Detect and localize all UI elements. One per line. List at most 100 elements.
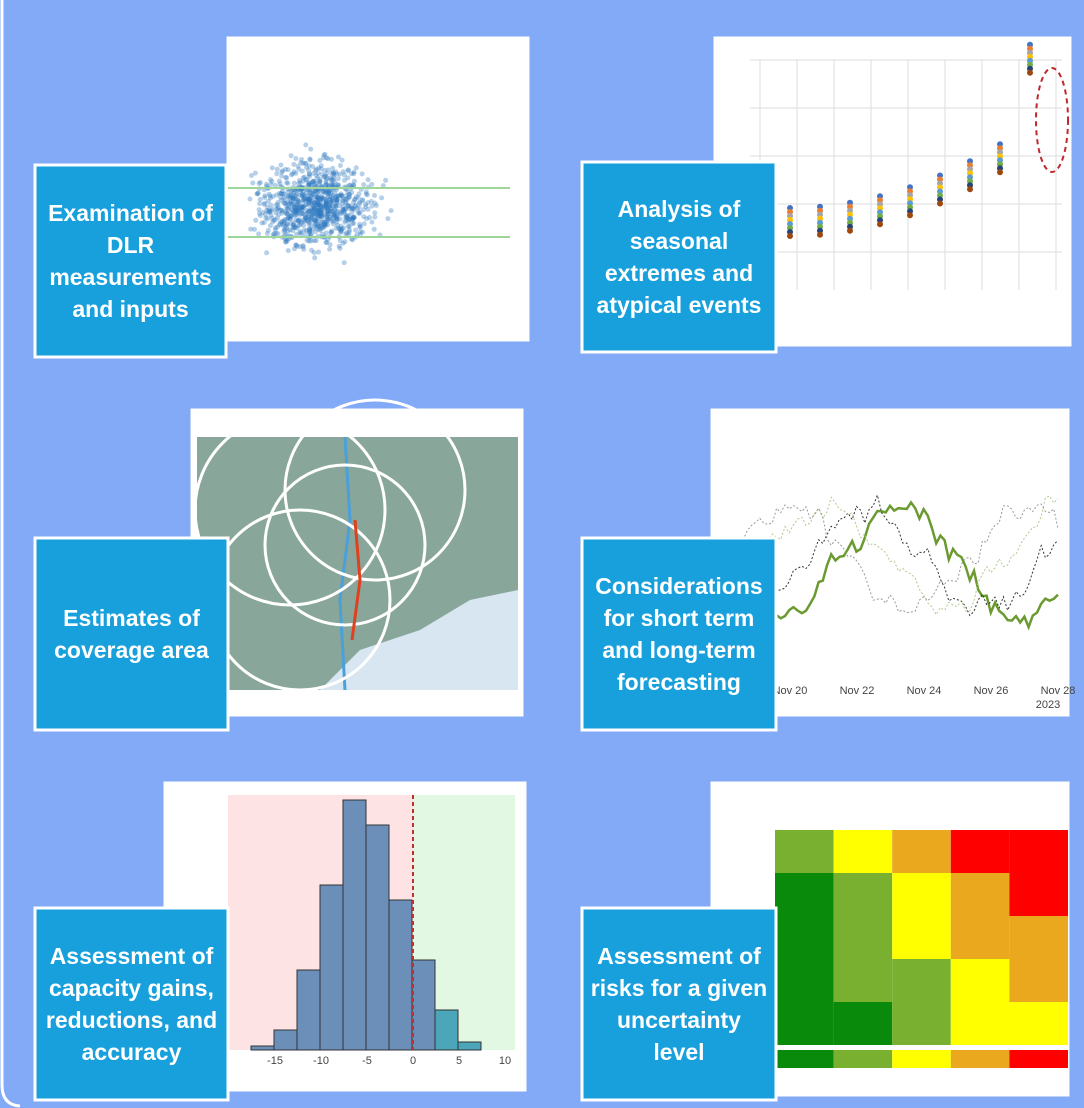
histogram-bar [251,1046,274,1050]
scatter-dot [283,167,288,172]
scatter-dot [326,191,331,196]
scatter-dot [329,229,334,234]
scatter-dot [342,260,347,265]
risk-cell [834,959,893,1002]
scatter-dot [291,223,296,228]
scatter-dot [339,193,344,198]
scatter-dot [307,172,312,177]
scatter-dot [288,217,293,222]
risk-scale [775,1050,834,1068]
scatter-dot [296,167,301,172]
caption-line: Examination of [48,200,213,226]
scatter-dot [372,193,377,198]
scatter-dot [314,173,319,178]
scatter-dot [297,222,302,227]
caption-line: capacity gains, [49,975,214,1001]
risk-cell [892,830,951,873]
scatter-dot [347,194,352,199]
scatter-dot [347,228,352,233]
scatter-dot [308,147,313,152]
scatter-dot [346,204,351,209]
scatter-dot [301,179,306,184]
risk-cell [775,830,834,873]
risk-cell [834,873,893,916]
scatter-dot [318,208,323,213]
scatter-dot [300,204,305,209]
scatter-dot [336,155,341,160]
histogram-bar [366,825,389,1050]
scatter-dot [338,228,343,233]
risk-cell [1009,830,1068,873]
scatter-dot [256,231,261,236]
scatter-dot [283,224,288,229]
scatter-dot [266,209,271,214]
scatter-dot [270,165,275,170]
seasonal-dot [877,221,883,227]
risk-cell [834,1002,893,1045]
x-tick-label: Nov 28 [1041,685,1076,697]
risk-cell [892,873,951,916]
scatter-dot [365,192,370,197]
caption-box [582,538,776,730]
risk-cell [951,959,1010,1002]
scatter-dot [366,177,371,182]
x-tick-label: -5 [362,1055,372,1067]
scatter-dot [293,156,298,161]
scatter-dot [275,215,280,220]
risk-cell [1009,873,1068,916]
scatter-dot [319,163,324,168]
risk-scale [892,1050,951,1068]
seasonal-dot [1027,70,1033,76]
caption-line: reductions, and [46,1007,217,1033]
x-tick-label: -10 [313,1055,329,1067]
scatter-dot [263,215,268,220]
scatter-dot [317,227,322,232]
scatter-dot [273,210,278,215]
scatter-dot [292,213,297,218]
scatter-dot [335,217,340,222]
caption-line: for short term [604,605,755,631]
histogram-bar [435,1010,458,1050]
risk-scale [1009,1050,1068,1068]
scatter-dot [302,218,307,223]
caption-line: level [653,1039,704,1065]
scatter-dot [268,223,273,228]
seasonal-dot [967,186,973,192]
scatter-dot [301,247,306,252]
scatter-dot [331,221,336,226]
caption-box [35,908,228,1100]
scatter-dot [288,195,293,200]
x-tick-label: 5 [456,1055,462,1067]
scatter-dot [334,209,339,214]
scatter-dot [253,218,258,223]
scatter-dot [302,228,307,233]
scatter-dot [286,248,291,253]
caption-line: Considerations [595,573,762,599]
risk-cell [1009,916,1068,959]
seasonal-dot [847,228,853,234]
scatter-dot [317,177,322,182]
x-tick-label: Nov 20 [773,685,808,697]
scatter-dot [300,192,305,197]
scatter-dot [285,181,290,186]
scatter-dot [311,205,316,210]
scatter-dot [277,179,282,184]
scatter-dot [306,215,311,220]
scatter-dot [284,211,289,216]
scatter-dot [327,209,332,214]
scatter-dot [315,194,320,199]
scatter-dot [315,216,320,221]
scatter-dot [288,227,293,232]
scatter-dot [330,166,335,171]
scatter-dot [383,178,388,183]
x-tick-label: -15 [267,1055,283,1067]
risk-cell [775,916,834,959]
histogram-bar [320,885,343,1050]
caption-box [35,165,226,357]
scatter-dot [293,205,298,210]
scatter-dot [292,169,297,174]
scatter-dot [289,153,294,158]
risk-cell [1009,1002,1068,1045]
scatter-dot [360,198,365,203]
scatter-dot [257,181,262,186]
